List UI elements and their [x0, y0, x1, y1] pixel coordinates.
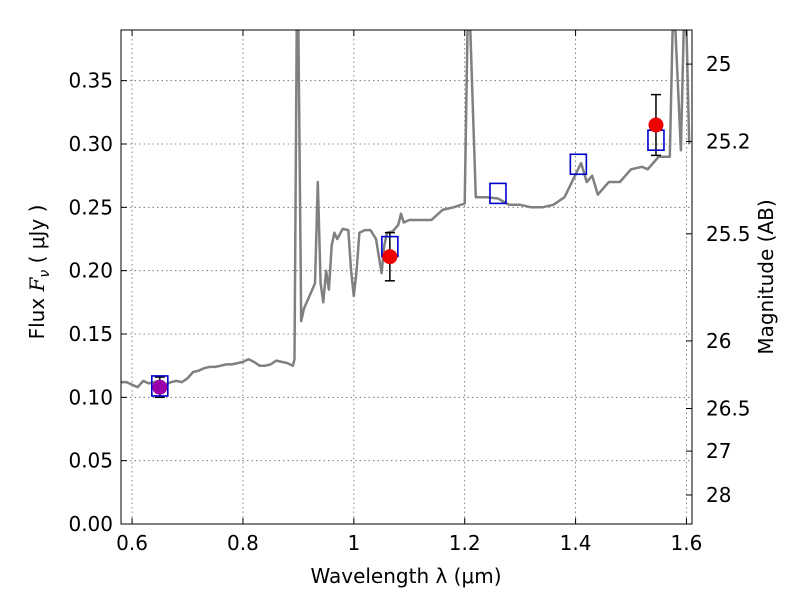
y-tick-label: 0.05: [68, 449, 113, 473]
right-tick-label: 25.2: [706, 129, 751, 153]
right-tick-label: 26.5: [706, 396, 751, 420]
observed-photometry-point: [648, 117, 664, 133]
right-tick-label: 26: [706, 329, 731, 353]
y-axis-right: 25 25.2 25.5 26 26.5 27 28: [686, 52, 751, 507]
x-axis: 0.6 0.8 1 1.2 1.4 1.6: [116, 30, 702, 555]
x-tick-label: 0.8: [227, 531, 259, 555]
model-photometry-box: [569, 153, 588, 176]
right-tick-label: 25.5: [706, 222, 751, 246]
axes-frame: [120, 29, 693, 525]
observed-photometry-point: [382, 249, 398, 265]
right-tick-label: 28: [706, 483, 731, 507]
right-tick-label: 25: [706, 52, 731, 76]
y-tick-label: 0.20: [68, 259, 113, 283]
y-tick-label: 0.00: [68, 512, 113, 536]
x-tick-label: 1.6: [671, 531, 703, 555]
x-tick-label: 1.2: [449, 531, 481, 555]
y-axis-right-title: Magnitude (AB): [754, 199, 778, 354]
x-tick-label: 0.6: [116, 531, 148, 555]
observed-photometry-point: [152, 379, 168, 395]
plot-area: [121, 30, 691, 399]
x-tick-label: 1.4: [560, 531, 592, 555]
x-tick-label: 1: [347, 531, 360, 555]
right-tick-label: 27: [706, 439, 731, 463]
model-photometry-box: [151, 375, 169, 397]
y-tick-label: 0.35: [68, 69, 113, 93]
y-axis-title: Flux Fν ( μJy ): [25, 205, 53, 340]
model-photometry-box: [489, 182, 507, 205]
sed-model-line: [121, 30, 691, 389]
y-tick-label: 0.25: [68, 195, 113, 219]
y-axis-left: 0.00 0.05 0.10 0.15 0.20 0.25 0.30 0.35: [68, 69, 127, 536]
y-tick-label: 0.10: [68, 385, 113, 409]
y-tick-label: 0.15: [68, 322, 113, 346]
x-axis-title: Wavelength λ (μm): [310, 564, 501, 588]
y-tick-label: 0.30: [68, 132, 113, 156]
